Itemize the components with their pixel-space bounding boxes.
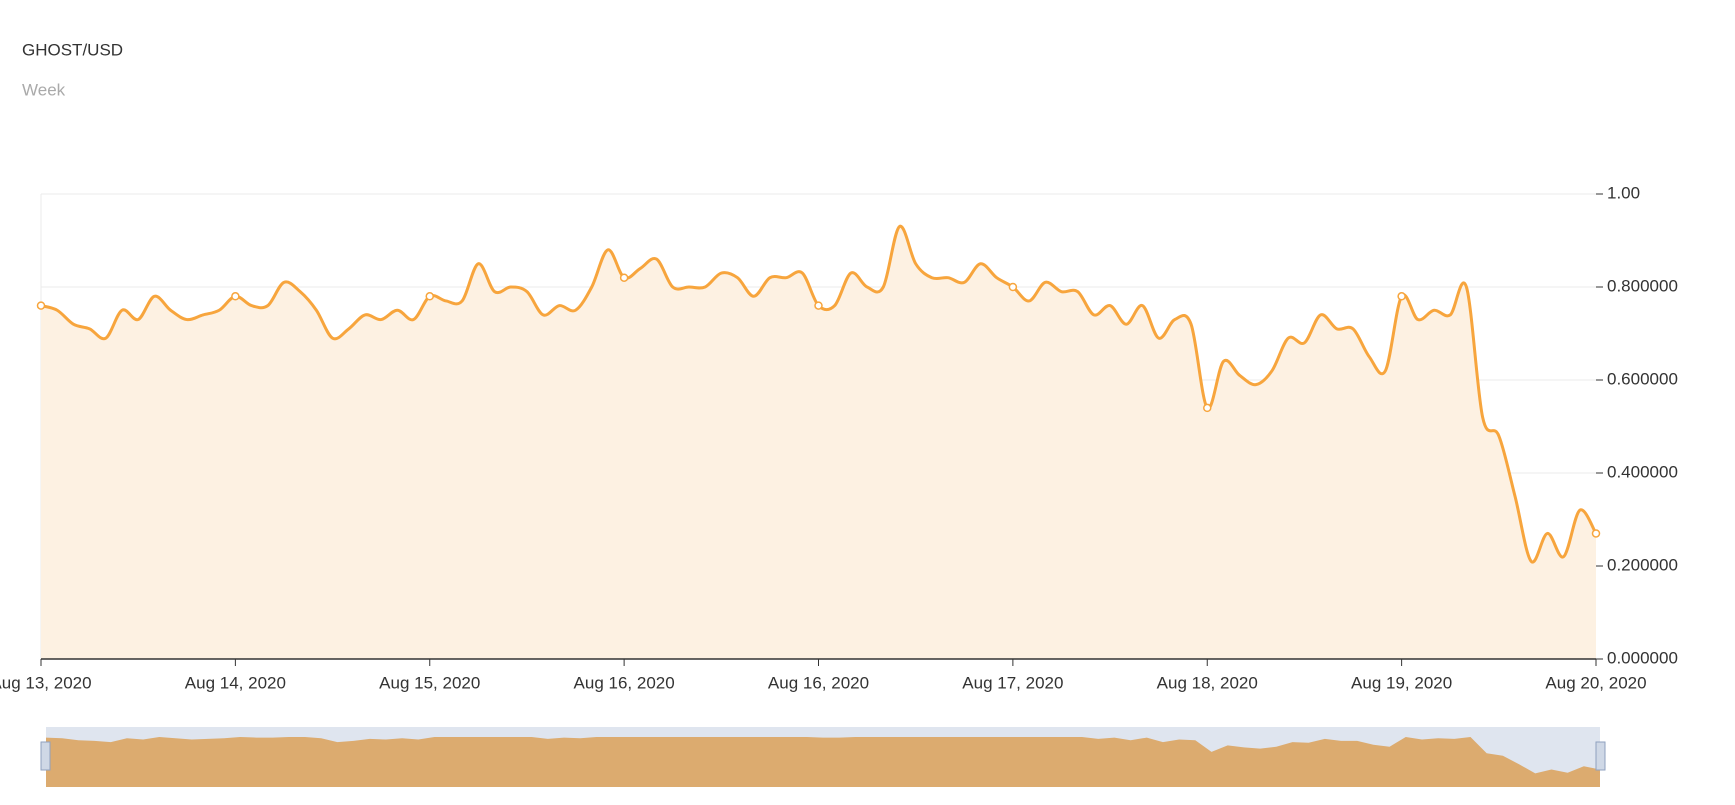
point xyxy=(36,301,46,310)
point xyxy=(1591,529,1601,538)
y-tick-label: 0.600000 xyxy=(1607,369,1678,388)
area xyxy=(41,226,1596,659)
y-tick-label: 1.00 xyxy=(1607,183,1640,202)
zoom-handle[interactable] xyxy=(1595,741,1606,771)
zoom-handle[interactable] xyxy=(40,741,51,771)
x-tick-label: Aug 20, 2020 xyxy=(1545,673,1646,692)
point xyxy=(1008,282,1018,292)
point xyxy=(1397,292,1406,301)
point xyxy=(425,292,434,301)
y-tick-label: 0.400000 xyxy=(1607,462,1678,481)
zoom-preview-area xyxy=(46,737,1600,787)
point xyxy=(619,273,629,282)
point xyxy=(231,292,240,301)
y-tick-label: 0.000000 xyxy=(1607,648,1678,667)
y-tick-label: 0.200000 xyxy=(1607,555,1678,574)
x-tick-label: Aug 17, 2020 xyxy=(962,673,1063,692)
chart-title: GHOST/USD xyxy=(22,40,123,59)
y-tick-label: 0.800000 xyxy=(1607,276,1678,295)
x-tick-label: Aug 13, 2020 xyxy=(0,673,92,692)
point xyxy=(1203,403,1212,413)
x-tick-label: Aug 15, 2020 xyxy=(379,673,480,692)
x-tick-label: Aug 16, 2020 xyxy=(768,673,869,692)
point xyxy=(814,301,823,310)
x-tick-label: Aug 19, 2020 xyxy=(1351,673,1452,692)
line xyxy=(40,225,1598,564)
x-tick-label: Aug 18, 2020 xyxy=(1157,673,1258,692)
x-tick-label: Aug 16, 2020 xyxy=(574,673,675,692)
chart-subtitle: Week xyxy=(22,80,66,99)
x-tick-label: Aug 14, 2020 xyxy=(185,673,286,692)
